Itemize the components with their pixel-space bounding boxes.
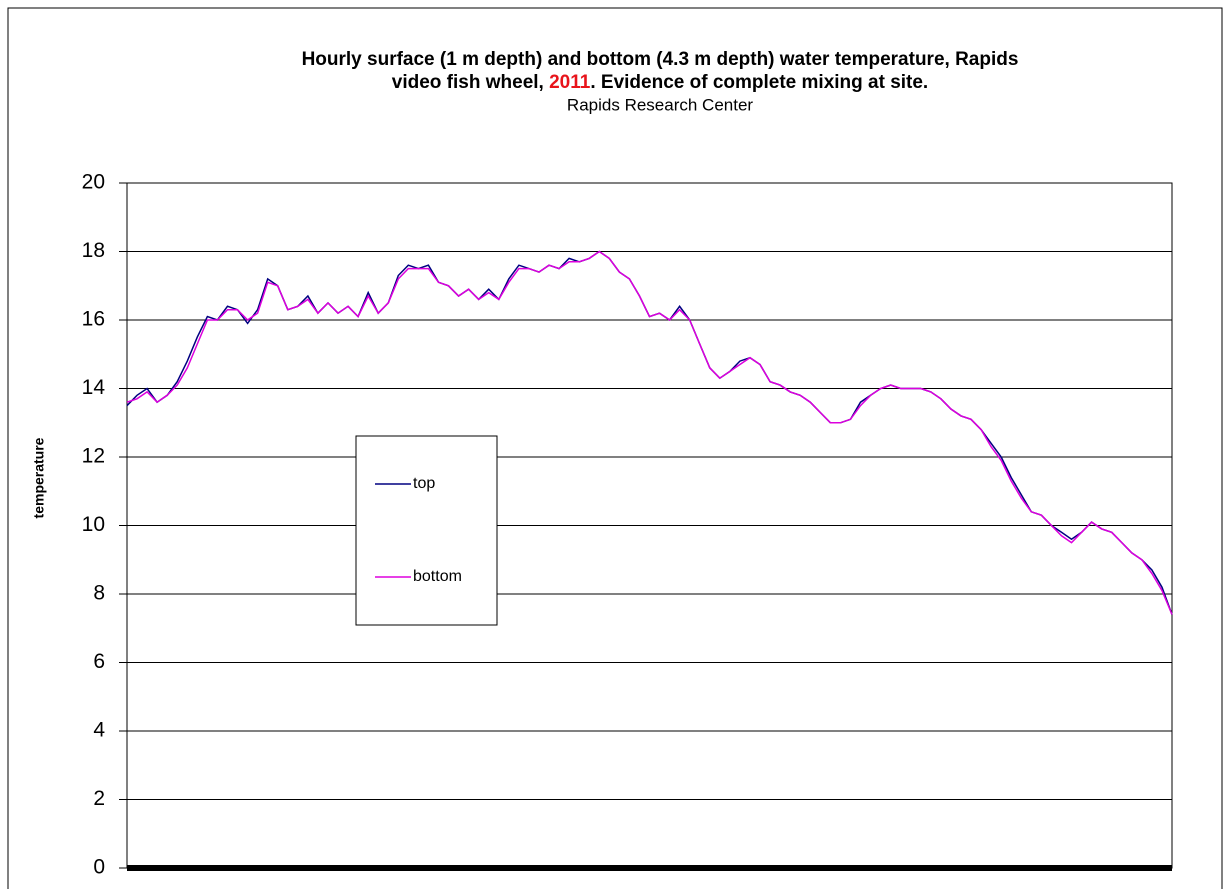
title-year: 2011 [549, 72, 591, 93]
chart-subtitle: Rapids Research Center [567, 95, 753, 114]
title-part: video fish wheel, [392, 72, 549, 93]
chart-frame [7, 7, 1223, 889]
legend-label: bottom [413, 568, 462, 585]
data-line [126, 250, 1173, 615]
y-tick-label: 14 [82, 376, 106, 399]
y-tick-label: 0 [93, 856, 105, 879]
y-tick-label: 12 [82, 445, 105, 468]
legend-label: top [413, 475, 435, 492]
data-line [126, 250, 1173, 615]
y-tick-label: 16 [82, 308, 105, 331]
chart-title: Hourly surface (1 m depth) and bottom (4… [302, 49, 1019, 70]
y-tick-label: 2 [93, 787, 105, 810]
y-tick-label: 4 [93, 719, 105, 742]
y-tick-label: 8 [93, 582, 105, 605]
y-tick-label: 20 [82, 171, 105, 194]
y-axis-label: temperature [31, 437, 47, 518]
y-tick-label: 6 [93, 650, 105, 673]
y-tick-label: 10 [82, 513, 105, 536]
title-part: . Evidence of complete mixing at site. [590, 72, 928, 93]
y-tick-label: 18 [82, 239, 105, 262]
chart-title: video fish wheel, 2011. Evidence of comp… [392, 72, 928, 93]
legend-box [355, 435, 498, 626]
